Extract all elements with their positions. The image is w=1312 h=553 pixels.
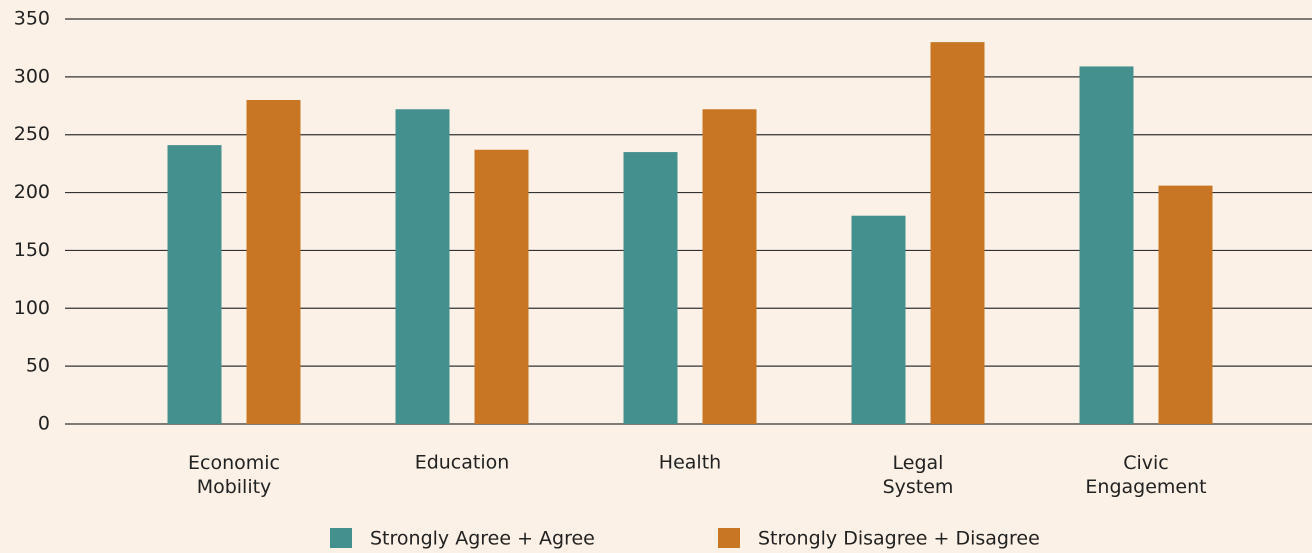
legend-swatch (330, 528, 352, 548)
bar (702, 109, 757, 424)
y-tick-label: 150 (14, 239, 50, 261)
bar (246, 100, 301, 424)
x-tick-label: Legal System (883, 452, 954, 498)
y-tick-label: 200 (14, 181, 50, 203)
y-tick-label: 250 (14, 123, 50, 145)
x-tick-label: Economic Mobility (188, 452, 280, 498)
legend-label: Strongly Agree + Agree (370, 528, 595, 550)
y-tick-label: 0 (38, 413, 50, 435)
y-tick-label: 350 (14, 8, 50, 30)
bar (1158, 185, 1213, 424)
x-tick-label: Health (659, 452, 721, 474)
bar (930, 42, 985, 425)
y-tick-label: 100 (14, 297, 50, 319)
bar (851, 215, 906, 424)
bar (395, 109, 450, 424)
x-tick-label: Education (415, 452, 510, 474)
y-tick-label: 300 (14, 65, 50, 87)
bar (1079, 66, 1134, 424)
bar (167, 145, 222, 424)
bar (623, 152, 678, 425)
bar (474, 149, 529, 424)
legend-label: Strongly Disagree + Disagree (758, 528, 1040, 550)
x-tick-label: Civic Engagement (1085, 452, 1206, 498)
legend-swatch (718, 528, 740, 548)
y-tick-label: 50 (26, 355, 50, 377)
